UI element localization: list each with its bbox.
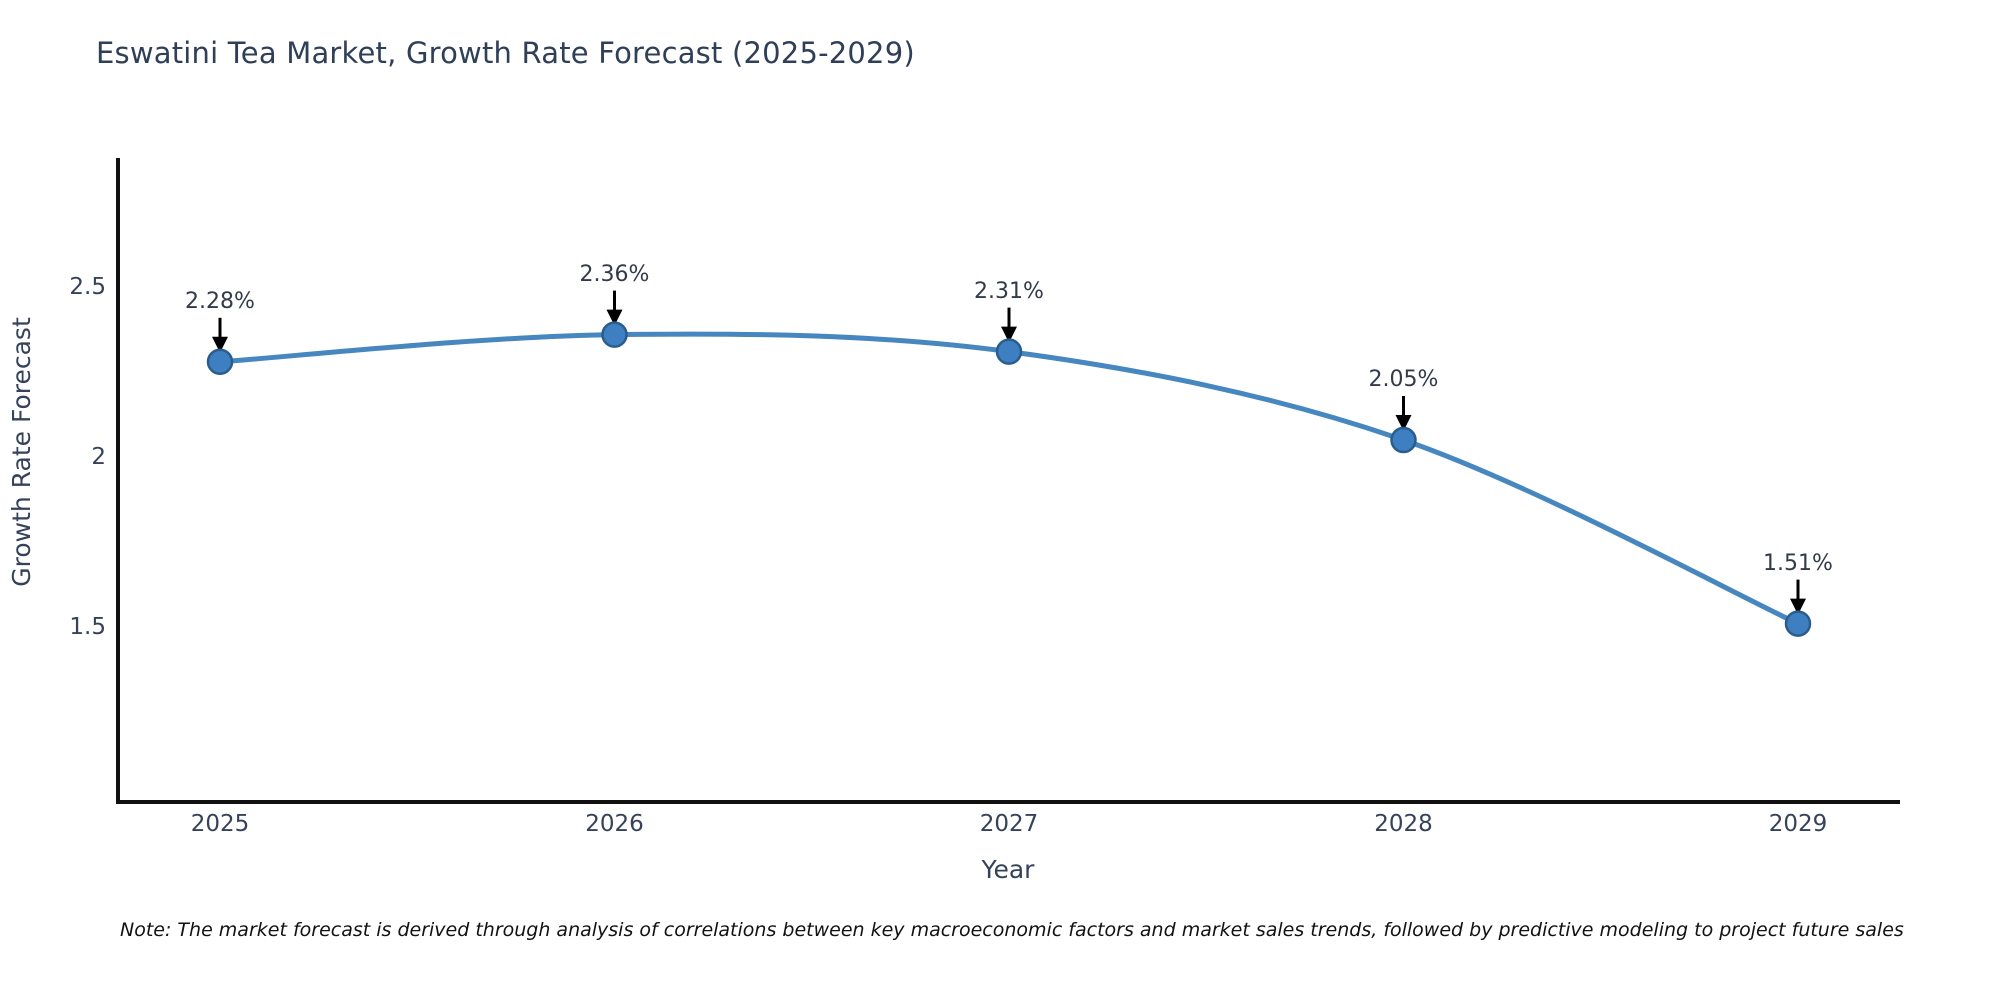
data-point-marker (206, 348, 234, 376)
y-axis-title: Growth Rate Forecast (7, 317, 36, 587)
x-tick-label: 2027 (979, 811, 1039, 837)
forecast-line (217, 331, 1801, 627)
data-point-label: 2.05% (1368, 367, 1439, 392)
data-point-label: 2.31% (974, 278, 1044, 304)
annotation-arrow-head (212, 336, 228, 353)
annotation-arrow-head (1001, 326, 1017, 343)
annotation-arrow-head (1395, 415, 1412, 431)
y-tick-label: 2 (91, 444, 106, 470)
data-point-marker (995, 338, 1023, 365)
data-point-label: 2.28% (185, 288, 255, 314)
y-tick-label: 1.5 (69, 614, 106, 640)
chart-footnote: Note: The market forecast is derived thr… (120, 919, 1904, 941)
y-tick-label: 2.5 (69, 274, 106, 300)
data-point-label: 2.36% (579, 261, 650, 287)
x-axis-title: Year (981, 855, 1035, 884)
data-point-marker (601, 321, 628, 348)
x-tick-label: 2029 (1768, 811, 1828, 837)
axis-spines (116, 158, 1900, 804)
data-point-marker (1390, 426, 1417, 454)
data-point-marker (1784, 610, 1812, 637)
x-tick-label: 2026 (585, 811, 644, 837)
chart-title: Eswatini Tea Market, Growth Rate Forecas… (96, 36, 915, 70)
annotation-arrow-head (1790, 598, 1806, 615)
data-point-label: 1.51% (1763, 550, 1833, 576)
x-tick-label: 2025 (190, 811, 250, 837)
x-tick-label: 2028 (1374, 811, 1433, 837)
annotation-arrow-head (606, 309, 623, 326)
